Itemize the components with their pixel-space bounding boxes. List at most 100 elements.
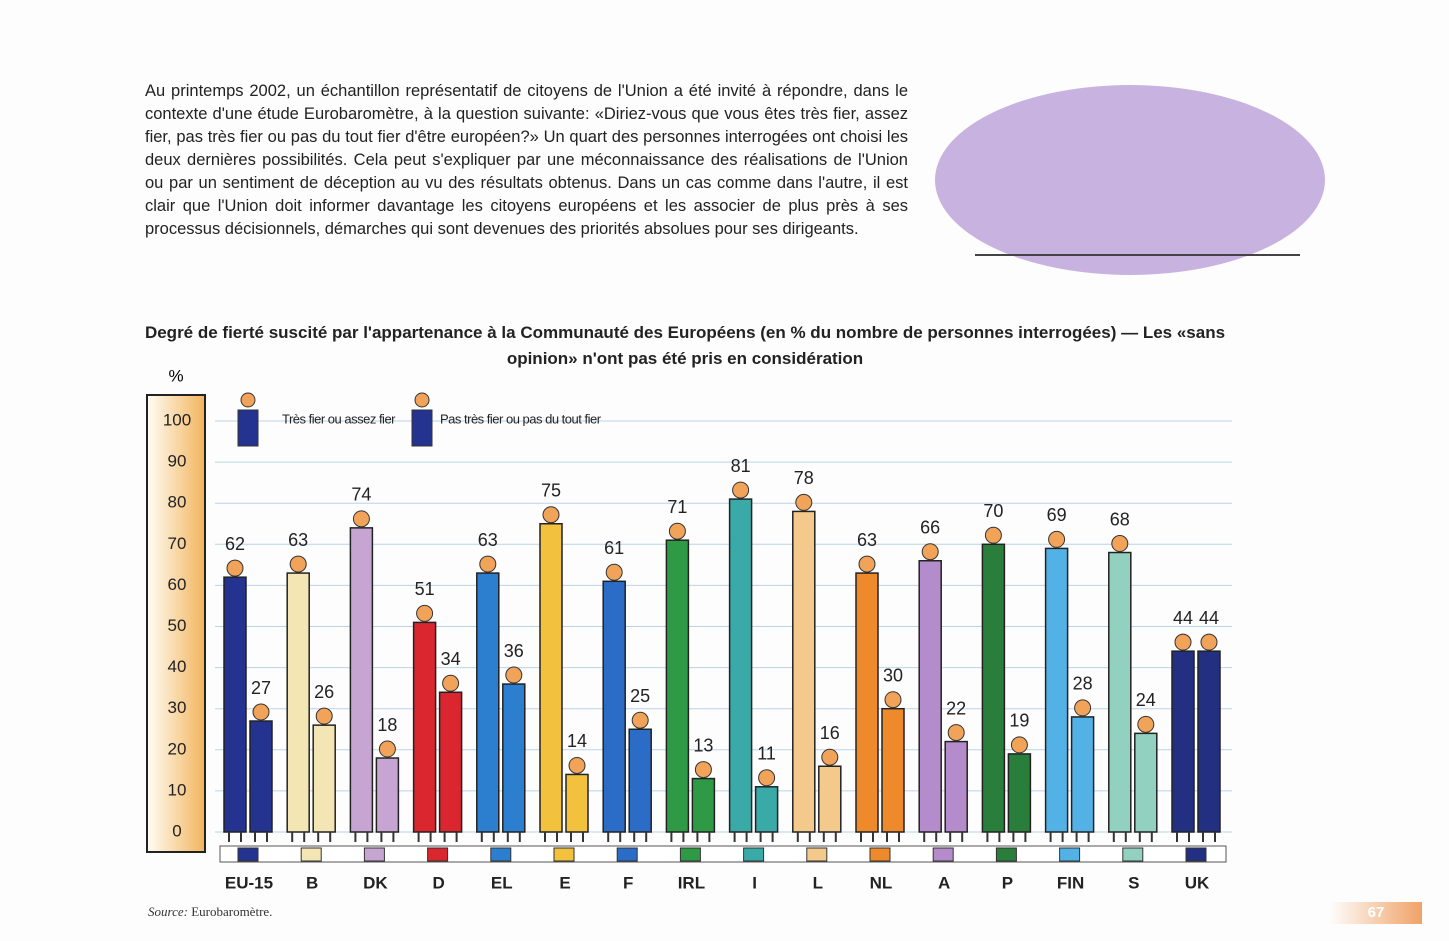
bar [818, 765, 842, 833]
color-swatch [932, 847, 954, 862]
y-tick-label: 50 [168, 616, 187, 635]
value-label: 74 [351, 485, 371, 505]
figure-head [315, 707, 333, 725]
legend-head [240, 392, 256, 408]
value-label: 14 [567, 731, 587, 751]
figure-head [631, 711, 649, 729]
figure-head [352, 510, 370, 528]
legend-icon [237, 409, 259, 447]
value-label: 25 [630, 686, 650, 706]
figure-head [226, 559, 244, 577]
figure-head [416, 604, 434, 622]
figure-head [947, 724, 965, 742]
y-tick-label: 40 [168, 657, 187, 676]
bar [539, 523, 563, 833]
value-label: 26 [314, 682, 334, 702]
y-tick-label: 90 [168, 452, 187, 471]
paragraph: Au printemps 2002, un échantillon représ… [145, 82, 908, 238]
bar [944, 740, 968, 833]
figure-head [858, 555, 876, 573]
bar [438, 691, 463, 833]
figure-head [795, 493, 813, 511]
y-tick-label: 100 [163, 410, 191, 429]
x-tick-label: FIN [1057, 873, 1084, 892]
color-swatch [995, 847, 1017, 862]
legend-label: Très fier ou assez fier [282, 411, 396, 426]
bar [1070, 716, 1095, 833]
color-swatch [1122, 847, 1144, 862]
figure-head [1111, 535, 1129, 553]
x-tick-label: E [559, 873, 570, 892]
value-label: 28 [1073, 674, 1093, 694]
y-tick-label: 80 [168, 493, 187, 512]
figure-head [568, 756, 586, 774]
bar [728, 498, 753, 833]
bar [881, 707, 905, 833]
color-swatch [490, 847, 512, 862]
color-swatch [616, 847, 638, 862]
value-label: 11 [757, 744, 776, 764]
figure-head [1174, 633, 1192, 651]
figure-head [378, 740, 396, 758]
bar [286, 572, 310, 833]
x-tick-label: NL [870, 873, 893, 892]
value-label: 69 [1047, 505, 1067, 525]
y-tick-label: 60 [168, 575, 187, 594]
figure-head [732, 481, 750, 499]
y-tick-label: 30 [168, 698, 187, 717]
value-label: 51 [415, 579, 435, 599]
value-label: 81 [731, 456, 751, 476]
figure-head [1137, 715, 1155, 733]
figure-head [694, 761, 712, 779]
source: Source: Eurobaromètre. [148, 904, 272, 920]
bar [349, 527, 374, 833]
value-label: 44 [1173, 608, 1193, 628]
figure-head [442, 674, 460, 692]
y-axis-box [146, 394, 206, 853]
color-swatch [363, 847, 385, 862]
x-tick-label: B [306, 873, 318, 892]
value-label: 62 [225, 534, 245, 554]
bar [223, 576, 247, 833]
swatch-bar [219, 845, 1227, 863]
bar [754, 786, 779, 833]
bar [1134, 732, 1158, 833]
figure-head [605, 563, 623, 581]
value-label: 70 [983, 501, 1003, 521]
value-label: 16 [820, 723, 840, 743]
x-tick-label: UK [1185, 873, 1210, 892]
color-swatch [743, 847, 765, 862]
bar [412, 621, 437, 833]
color-swatch [1059, 847, 1081, 862]
legend-icon [411, 409, 433, 447]
figure-head [921, 543, 939, 561]
value-label: 75 [541, 481, 561, 501]
value-label: 78 [794, 468, 814, 488]
bar [312, 724, 336, 833]
bar [855, 572, 879, 833]
x-tick-label: I [752, 873, 757, 892]
bar [1197, 650, 1221, 833]
bar [565, 773, 589, 833]
value-label: 36 [504, 641, 524, 661]
chart-title: Degré de fierté suscité par l'appartenan… [144, 323, 1226, 368]
bar [1007, 753, 1032, 833]
legend-head [414, 392, 430, 408]
y-axis-label: % [168, 366, 183, 385]
x-tick-label: L [813, 873, 823, 892]
figure-head [821, 748, 839, 766]
figure-head [505, 666, 523, 684]
x-tick-label: D [432, 873, 444, 892]
figure-head [1010, 736, 1028, 754]
color-swatch [427, 847, 449, 862]
figure-head [1200, 633, 1218, 651]
legend-label: Pas très fier ou pas du tout fier [440, 411, 602, 426]
color-swatch [869, 847, 891, 862]
value-label: 63 [857, 530, 877, 550]
value-label: 30 [883, 665, 903, 685]
color-swatch [1185, 847, 1207, 862]
value-label: 34 [441, 649, 461, 669]
figure-head [542, 506, 560, 524]
